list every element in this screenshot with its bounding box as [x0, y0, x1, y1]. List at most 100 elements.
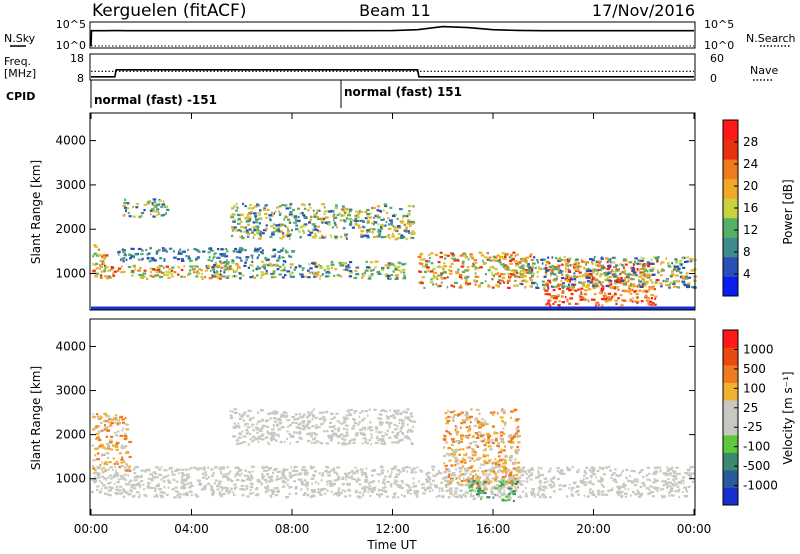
- echo-cell: [394, 476, 399, 479]
- echo-cell: [284, 261, 287, 264]
- echo-cell: [100, 429, 104, 432]
- echo-cell: [564, 270, 567, 273]
- echo-cell: [573, 275, 577, 278]
- echo-cell: [99, 274, 103, 277]
- echo-cell: [264, 227, 268, 230]
- echo-cell: [646, 273, 651, 276]
- echo-cell: [273, 227, 276, 230]
- echo-cell: [518, 482, 523, 485]
- echo-cell: [631, 267, 635, 270]
- echo-cell: [472, 497, 477, 500]
- echo-cell: [602, 267, 604, 270]
- echo-cell: [490, 439, 494, 442]
- echo-cell: [503, 486, 506, 489]
- echo-cell: [303, 207, 307, 210]
- colorbar-frame: [722, 329, 739, 506]
- echo-cell: [104, 267, 107, 270]
- echo-cell: [198, 481, 201, 484]
- echo-cell: [317, 482, 320, 485]
- echo-cell: [272, 435, 276, 438]
- echo-cell: [653, 478, 656, 481]
- echo-cell: [636, 492, 641, 495]
- echo-cell: [111, 468, 114, 471]
- echo-cell: [509, 254, 513, 257]
- echo-cell: [282, 260, 286, 263]
- echo-cell: [315, 272, 320, 275]
- echo-cell: [404, 262, 407, 265]
- echo-cell: [284, 477, 288, 480]
- echo-cell: [262, 249, 264, 252]
- echo-cell: [454, 425, 457, 428]
- echo-cell: [167, 479, 170, 482]
- echo-cell: [464, 269, 468, 272]
- echo-cell: [504, 495, 509, 498]
- echo-cell: [341, 483, 345, 486]
- echo-cell: [382, 437, 385, 440]
- echo-cell: [689, 260, 693, 263]
- echo-cell: [391, 263, 395, 266]
- echo-cell: [465, 415, 470, 418]
- y-tick-label: 3000: [55, 384, 86, 398]
- echo-cell: [454, 461, 458, 464]
- echo-cell: [477, 487, 482, 490]
- echo-cell: [293, 480, 296, 483]
- echo-cell: [94, 245, 98, 248]
- echo-cell: [190, 484, 193, 487]
- echo-cell: [389, 409, 391, 412]
- echo-cell: [540, 258, 544, 261]
- echo-cell: [108, 461, 112, 464]
- echo-cell: [543, 275, 547, 278]
- echo-cell: [268, 467, 273, 470]
- echo-cell: [147, 252, 151, 255]
- echo-cell: [372, 228, 376, 231]
- echo-cell: [287, 479, 289, 482]
- echo-cell: [285, 251, 289, 254]
- echo-cell: [307, 488, 309, 491]
- echo-cell: [93, 476, 96, 479]
- echo-cell: [260, 481, 262, 484]
- echo-cell: [447, 489, 452, 492]
- echo-cell: [506, 469, 510, 473]
- echo-cell: [364, 217, 368, 220]
- echo-cell: [391, 496, 396, 499]
- echo-cell: [106, 415, 111, 418]
- echo-cell: [675, 258, 678, 262]
- echo-cell: [288, 220, 291, 223]
- echo-cell: [602, 468, 604, 471]
- echo-cell: [514, 482, 518, 486]
- echo-cell: [517, 275, 519, 278]
- echo-cell: [358, 491, 362, 494]
- echo-cell: [254, 494, 258, 497]
- echo-cell: [614, 292, 617, 295]
- echo-cell: [496, 469, 499, 473]
- echo-cell: [517, 461, 521, 464]
- echo-cell: [646, 261, 650, 264]
- echo-cell: [549, 304, 552, 307]
- echo-cell: [274, 253, 277, 256]
- echo-cell: [332, 417, 335, 420]
- echo-cell: [671, 262, 673, 265]
- echo-cell: [529, 277, 532, 281]
- echo-cell: [634, 300, 637, 303]
- echo-cell: [342, 268, 345, 271]
- echo-cell: [620, 271, 624, 274]
- echo-cell: [664, 473, 667, 476]
- echo-cell: [284, 224, 287, 228]
- echo-cell: [344, 235, 348, 238]
- echo-cell: [452, 416, 455, 419]
- echo-cell: [259, 209, 262, 212]
- echo-cell: [96, 488, 99, 491]
- echo-cell: [577, 262, 580, 265]
- velocity-echoes: [91, 408, 695, 503]
- echo-cell: [563, 285, 568, 288]
- echo-cell: [485, 423, 489, 426]
- echo-cell: [507, 435, 512, 438]
- echo-cell: [675, 466, 679, 469]
- echo-cell: [143, 488, 145, 491]
- echo-cell: [656, 260, 659, 263]
- echo-cell: [233, 493, 236, 496]
- echo-cell: [515, 271, 519, 275]
- colorbar-tick-label: 4: [743, 267, 751, 281]
- echo-cell: [323, 210, 326, 213]
